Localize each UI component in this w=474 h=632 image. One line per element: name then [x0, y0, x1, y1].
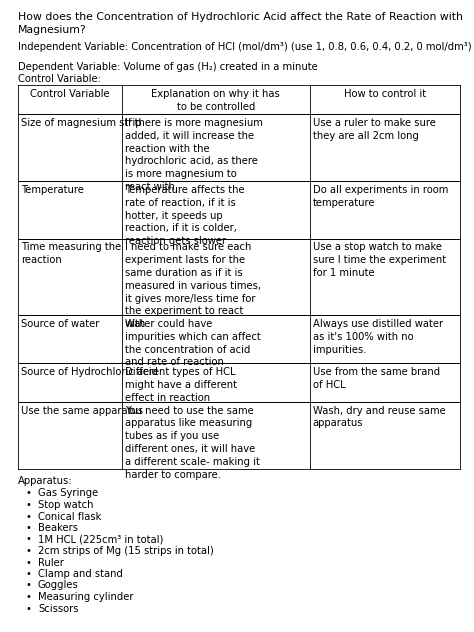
Text: •: • [25, 489, 31, 499]
Text: 2cm strips of Mg (15 strips in total): 2cm strips of Mg (15 strips in total) [38, 546, 214, 556]
Text: •: • [25, 569, 31, 579]
Text: Use the same apparatus: Use the same apparatus [21, 406, 143, 415]
Text: Conical flask: Conical flask [38, 511, 101, 521]
Text: Dependent Variable: Volume of gas (H₂) created in a minute: Dependent Variable: Volume of gas (H₂) c… [18, 62, 318, 72]
Text: Source of Hydrochloric acid: Source of Hydrochloric acid [21, 367, 158, 377]
Text: Independent Variable: Concentration of HCl (mol/dm³) (use 1, 0.8, 0.6, 0.4, 0.2,: Independent Variable: Concentration of H… [18, 42, 472, 52]
Text: Temperature: Temperature [21, 185, 84, 195]
Bar [18, 85, 460, 114]
Text: If there is more magnesium
added, it will increase the
reaction with the
hydroch: If there is more magnesium added, it wil… [125, 118, 263, 192]
Text: •: • [25, 557, 31, 568]
Bar [18, 363, 460, 401]
Text: Goggles: Goggles [38, 581, 79, 590]
Text: You need to use the same
apparatus like measuring
tubes as if you use
different : You need to use the same apparatus like … [125, 406, 260, 480]
Text: I need to make sure each
experiment lasts for the
same duration as if it is
meas: I need to make sure each experiment last… [125, 243, 261, 329]
Text: Apparatus:: Apparatus: [18, 477, 73, 487]
Text: Clamp and stand: Clamp and stand [38, 569, 123, 579]
Text: •: • [25, 546, 31, 556]
Text: Use a stop watch to make
sure I time the experiment
for 1 minute: Use a stop watch to make sure I time the… [313, 243, 446, 278]
Text: Beakers: Beakers [38, 523, 78, 533]
Bar [18, 181, 460, 238]
Text: Stop watch: Stop watch [38, 500, 93, 510]
Text: Wash, dry and reuse same
apparatus: Wash, dry and reuse same apparatus [313, 406, 446, 428]
Text: Time measuring the
reaction: Time measuring the reaction [21, 243, 121, 265]
Text: Gas Syringe: Gas Syringe [38, 489, 98, 499]
Bar [18, 315, 460, 363]
Text: Always use distilled water
as it's 100% with no
impurities.: Always use distilled water as it's 100% … [313, 319, 443, 355]
Text: •: • [25, 500, 31, 510]
Text: Do all experiments in room
temperature: Do all experiments in room temperature [313, 185, 448, 208]
Text: Ruler: Ruler [38, 557, 64, 568]
Text: Different types of HCL
might have a different
effect in reaction: Different types of HCL might have a diff… [125, 367, 237, 403]
Bar [18, 238, 460, 315]
Bar [18, 401, 460, 468]
Text: 1M HCL (225cm³ in total): 1M HCL (225cm³ in total) [38, 535, 164, 545]
Text: Use from the same brand
of HCL: Use from the same brand of HCL [313, 367, 440, 390]
Text: Scissors: Scissors [38, 604, 79, 614]
Text: Temperature affects the
rate of reaction, if it is
hotter, it speeds up
reaction: Temperature affects the rate of reaction… [125, 185, 245, 246]
Text: Size of magnesium strip: Size of magnesium strip [21, 118, 142, 128]
Text: How to control it: How to control it [344, 89, 426, 99]
Text: Control Variable:: Control Variable: [18, 74, 101, 84]
Text: Control Variable: Control Variable [30, 89, 110, 99]
Text: How does the Concentration of Hydrochloric Acid affect the Rate of Reaction with: How does the Concentration of Hydrochlor… [18, 12, 463, 35]
Text: Use a ruler to make sure
they are all 2cm long: Use a ruler to make sure they are all 2c… [313, 118, 436, 141]
Bar [18, 114, 460, 181]
Text: •: • [25, 604, 31, 614]
Text: Water could have
impurities which can affect
the concentration of acid
and rate : Water could have impurities which can af… [125, 319, 261, 367]
Text: •: • [25, 535, 31, 545]
Text: Source of water: Source of water [21, 319, 100, 329]
Text: •: • [25, 523, 31, 533]
Text: •: • [25, 592, 31, 602]
Text: Explanation on why it has
to be controlled: Explanation on why it has to be controll… [151, 89, 280, 112]
Text: Measuring cylinder: Measuring cylinder [38, 592, 134, 602]
Text: •: • [25, 511, 31, 521]
Text: •: • [25, 581, 31, 590]
